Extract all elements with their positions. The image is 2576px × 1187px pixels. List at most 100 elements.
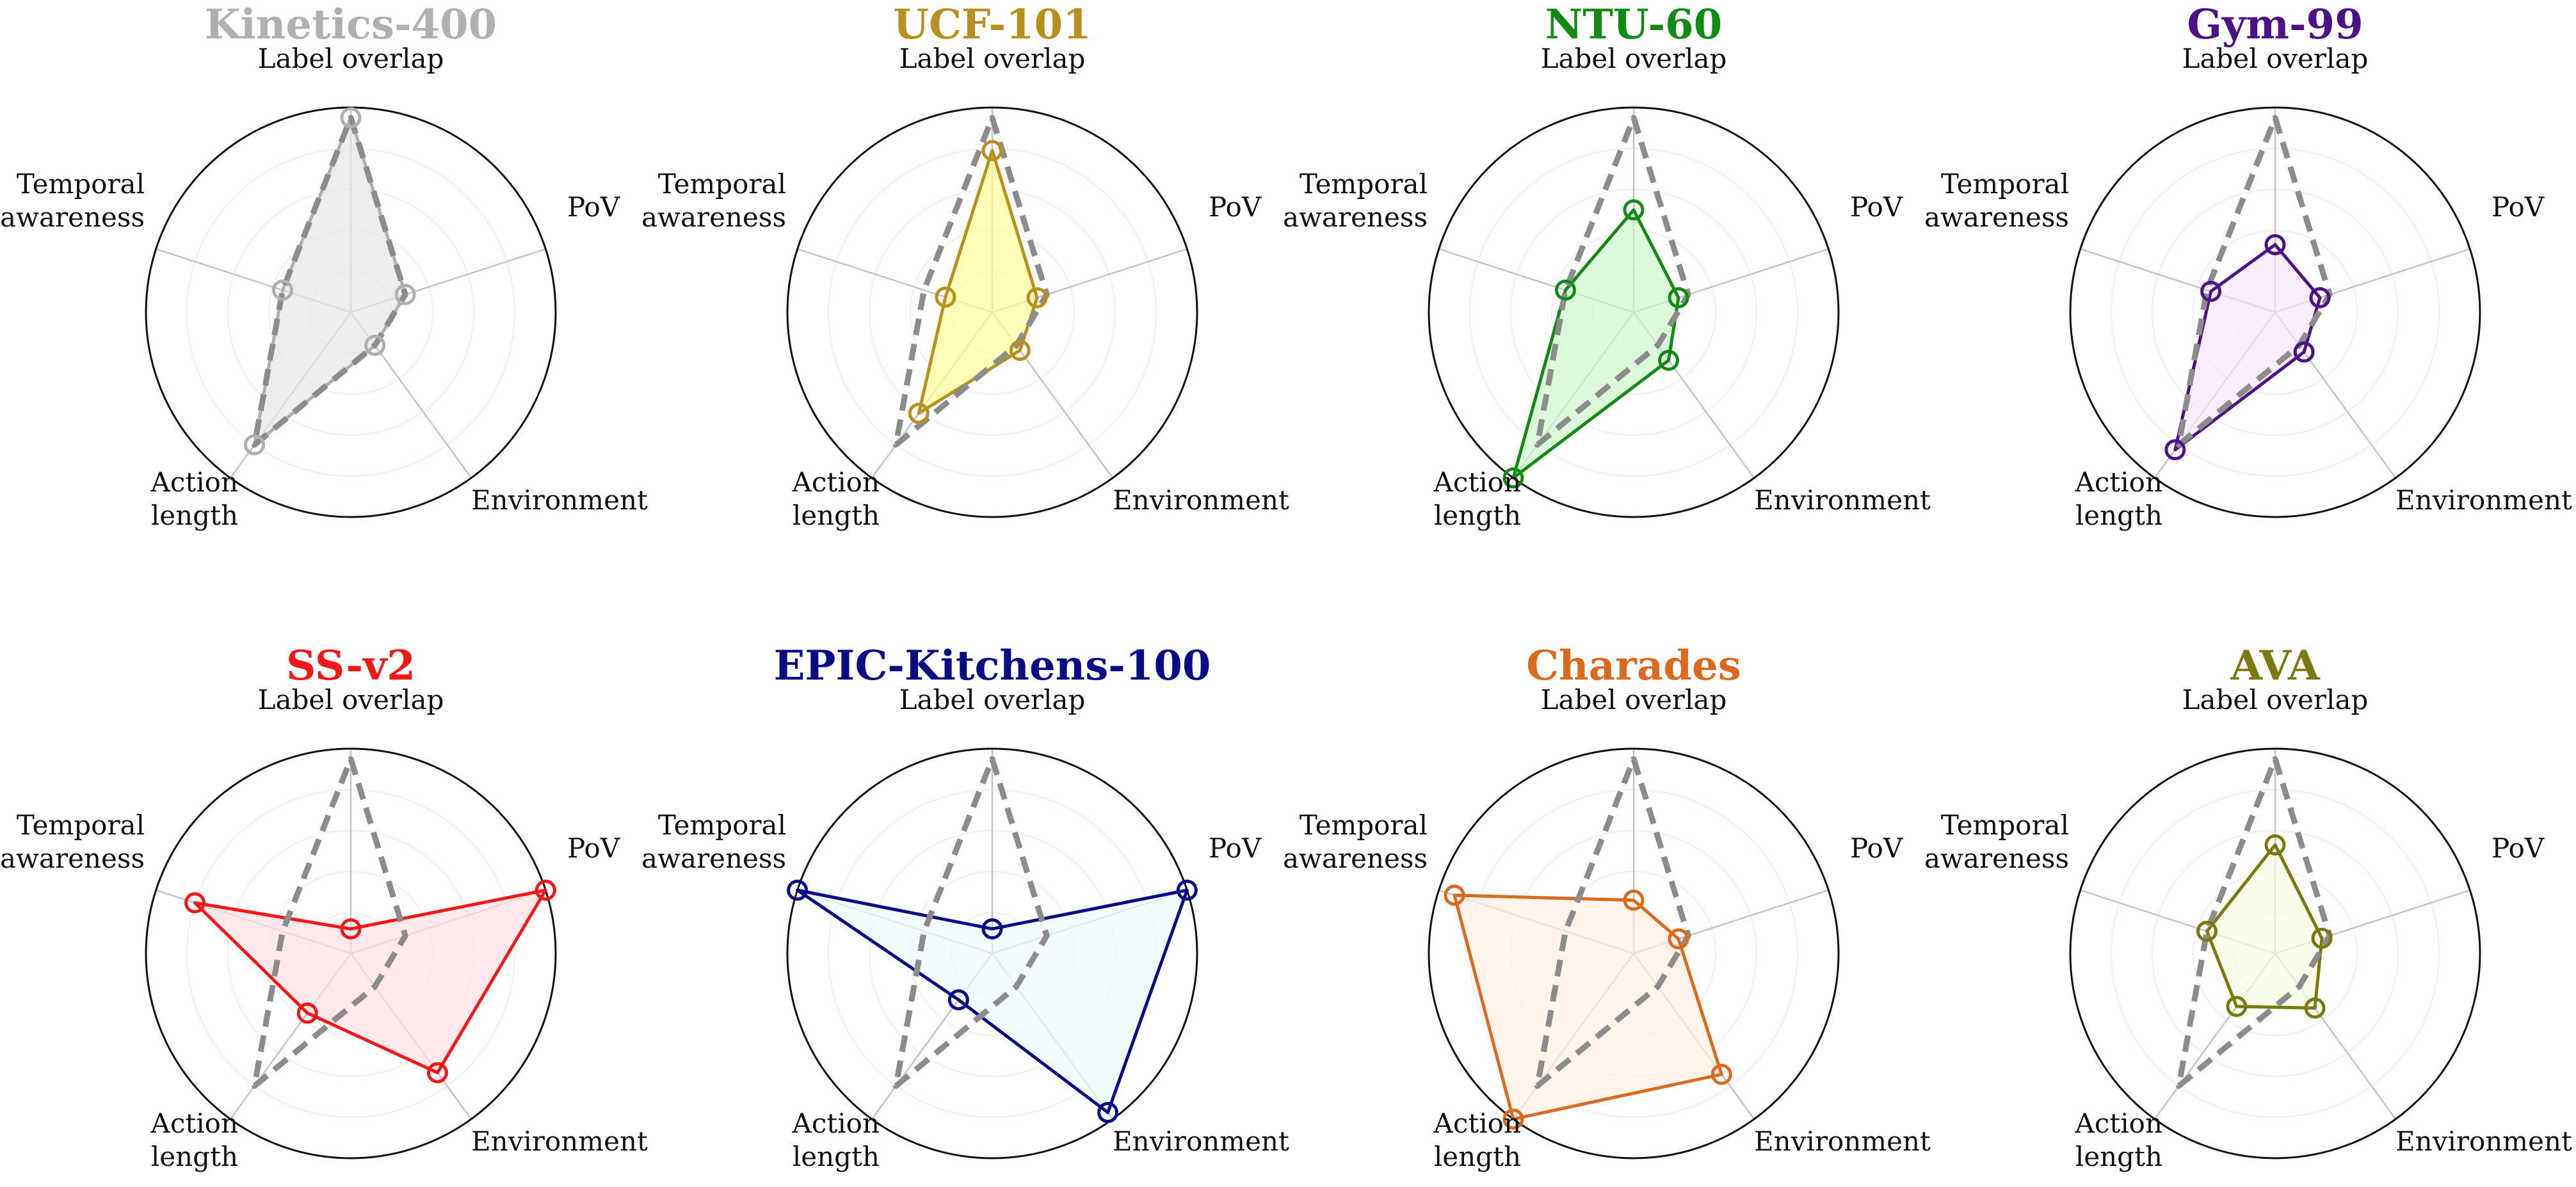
axis-label: Environment [1113,1126,1289,1157]
series-area [2205,843,2324,1010]
reference-outline [2176,115,2333,448]
radar-ntu-60: Label overlap PoV Environment Action length T… [1283,1,1931,531]
reference-outline [893,756,1050,1089]
axis-label: Label overlap [899,684,1086,715]
data-point [2164,439,2186,461]
chart-title: AVA [2230,642,2321,690]
data-point [364,335,386,356]
axis-label: Temporal awareness [1283,168,1428,233]
outer-ring [145,747,557,1159]
outer-ring [1428,747,1840,1159]
reference-outline [252,115,408,448]
data-point [1668,928,1689,950]
radar-ss-v2: Label overlap PoV Environment Action length T… [0,642,648,1172]
axis-label: PoV [567,191,620,223]
data-point [2226,996,2248,1017]
reference-outline [252,756,408,1089]
series-area [2173,243,2322,452]
axis-label: Label overlap [258,43,444,74]
data-point [947,989,969,1010]
data-point [1711,1064,1732,1085]
axis-label: PoV [1850,191,1903,223]
axis-label: Temporal awareness [641,809,786,874]
axis-label: Action length [792,466,880,531]
data-point [1658,349,1680,371]
axis-label: PoV [1209,191,1262,223]
axis-label: Action length [1433,466,1522,531]
data-point [1009,340,1031,362]
reference-outline [2176,756,2333,1089]
radar-ava: Label overlap PoV Environment Action length T… [1924,642,2572,1172]
data-point [1668,287,1689,308]
data-point [1026,287,1048,308]
data-point [2264,834,2286,856]
data-point [340,107,362,129]
axis-label: Environment [471,1126,648,1157]
axis-label: Action length [1433,1108,1522,1172]
axis-label: Temporal awareness [0,168,145,233]
chart-title: Kinetics-400 [205,1,497,49]
axis-label: Temporal awareness [1283,809,1428,874]
outer-ring [1428,106,1840,518]
data-point [787,879,809,901]
radar-epic-kitchens-100: Label overlap PoV Environment Action length T… [641,642,1289,1172]
axis-label: Environment [2395,484,2572,516]
radar-ucf-101: Label overlap PoV Environment Action length T… [641,1,1289,531]
chart-title: SS-v2 [286,642,415,690]
data-point [1623,199,1645,221]
axis-label: Environment [1113,484,1289,516]
axis-label: PoV [1850,832,1903,864]
data-point [1502,1108,1524,1130]
axis-label: Label overlap [1541,684,1727,715]
data-point [2311,927,2333,949]
axis-label: Temporal awareness [1924,809,2069,874]
outer-ring [786,106,1198,518]
data-point [244,434,266,456]
outer-ring [786,747,1198,1159]
data-point [2196,920,2218,942]
radar-charades: Label overlap PoV Environment Action length T… [1283,642,1931,1172]
data-point [2309,287,2331,308]
axis-label: Environment [2395,1126,2572,1157]
chart-title: EPIC-Kitchens-100 [774,642,1211,690]
axis-label: Action length [2075,466,2163,531]
data-point [426,1062,448,1083]
axis-label: Temporal awareness [641,168,786,233]
series-area [796,888,1189,1115]
axis-label: PoV [2491,832,2545,864]
outer-ring [2069,747,2481,1159]
data-point [1502,467,1524,489]
axis-label: Temporal awareness [1924,168,2069,233]
radar-kinetics-400: Label overlap PoV Environment Action length T… [0,1,648,531]
data-point [935,286,956,308]
data-point [981,918,1003,940]
chart-title: UCF-101 [893,1,1091,49]
data-point [296,1002,318,1024]
axis-label: Label overlap [1541,43,1727,74]
data-point [2200,280,2222,302]
data-point [1444,884,1465,906]
data-point [908,402,930,424]
axis-label: Label overlap [2182,684,2369,715]
axis-label: PoV [1209,832,1262,864]
data-point [394,283,416,305]
axis-label: Environment [471,484,648,516]
axis-label: Environment [1754,1126,1931,1157]
data-point [1623,889,1645,911]
axis-label: Temporal awareness [0,809,145,874]
data-point [184,892,206,914]
data-point [2293,341,2315,363]
axis-label: Label overlap [899,43,1086,74]
data-point [1097,1102,1119,1124]
axis-label: Label overlap [2182,43,2369,74]
reference-outline [893,115,1050,448]
radar-gym-99: Label overlap PoV Environment Action length T… [1924,1,2572,531]
data-point [2304,997,2326,1019]
data-point [1554,279,1576,301]
data-point [981,139,1003,161]
data-point [1176,879,1198,901]
axis-label: Action length [2075,1108,2163,1172]
outer-ring [2069,106,2481,518]
chart-title: NTU-60 [1545,1,1722,49]
